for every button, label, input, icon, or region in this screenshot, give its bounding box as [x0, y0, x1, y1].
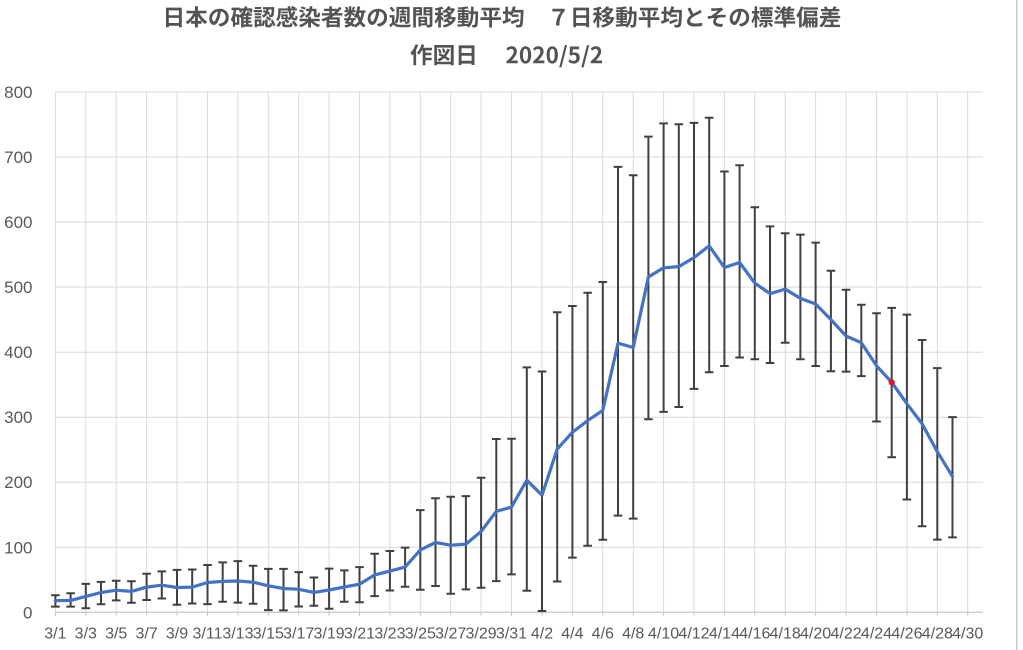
svg-text:3/1: 3/1 — [44, 626, 66, 643]
svg-text:4/2: 4/2 — [531, 626, 553, 643]
svg-text:3/17: 3/17 — [283, 626, 314, 643]
svg-text:4/20: 4/20 — [800, 626, 831, 643]
svg-text:4/22: 4/22 — [831, 626, 862, 643]
svg-text:3/11: 3/11 — [193, 626, 223, 643]
svg-text:100: 100 — [4, 538, 32, 557]
svg-text:4/14: 4/14 — [709, 626, 740, 643]
svg-text:4/26: 4/26 — [891, 626, 922, 643]
svg-text:3/27: 3/27 — [435, 626, 466, 643]
svg-text:4/16: 4/16 — [739, 626, 770, 643]
svg-text:4/28: 4/28 — [922, 626, 953, 643]
svg-text:3/19: 3/19 — [314, 626, 345, 643]
svg-text:200: 200 — [4, 473, 32, 492]
svg-text:3/23: 3/23 — [374, 626, 405, 643]
svg-text:300: 300 — [4, 408, 32, 427]
svg-text:3/13: 3/13 — [222, 626, 253, 643]
svg-text:3/29: 3/29 — [466, 626, 497, 643]
svg-text:3/21: 3/21 — [344, 626, 375, 643]
svg-text:4/4: 4/4 — [561, 626, 583, 643]
svg-text:4/8: 4/8 — [622, 626, 644, 643]
svg-text:600: 600 — [4, 213, 32, 232]
svg-text:4/12: 4/12 — [678, 626, 709, 643]
svg-text:3/3: 3/3 — [75, 626, 97, 643]
svg-text:3/25: 3/25 — [405, 626, 436, 643]
svg-text:4/30: 4/30 — [952, 626, 983, 643]
svg-text:4/6: 4/6 — [592, 626, 614, 643]
svg-text:3/7: 3/7 — [135, 626, 157, 643]
svg-text:700: 700 — [4, 148, 32, 167]
svg-text:4/10: 4/10 — [648, 626, 679, 643]
svg-text:4/18: 4/18 — [770, 626, 801, 643]
svg-text:500: 500 — [4, 278, 32, 297]
svg-text:4/24: 4/24 — [861, 626, 892, 643]
svg-text:3/9: 3/9 — [166, 626, 188, 643]
svg-text:400: 400 — [4, 343, 32, 362]
svg-text:0: 0 — [23, 603, 32, 622]
svg-text:3/5: 3/5 — [105, 626, 127, 643]
svg-text:3/15: 3/15 — [253, 626, 284, 643]
svg-text:800: 800 — [4, 83, 32, 102]
svg-text:3/31: 3/31 — [496, 626, 527, 643]
